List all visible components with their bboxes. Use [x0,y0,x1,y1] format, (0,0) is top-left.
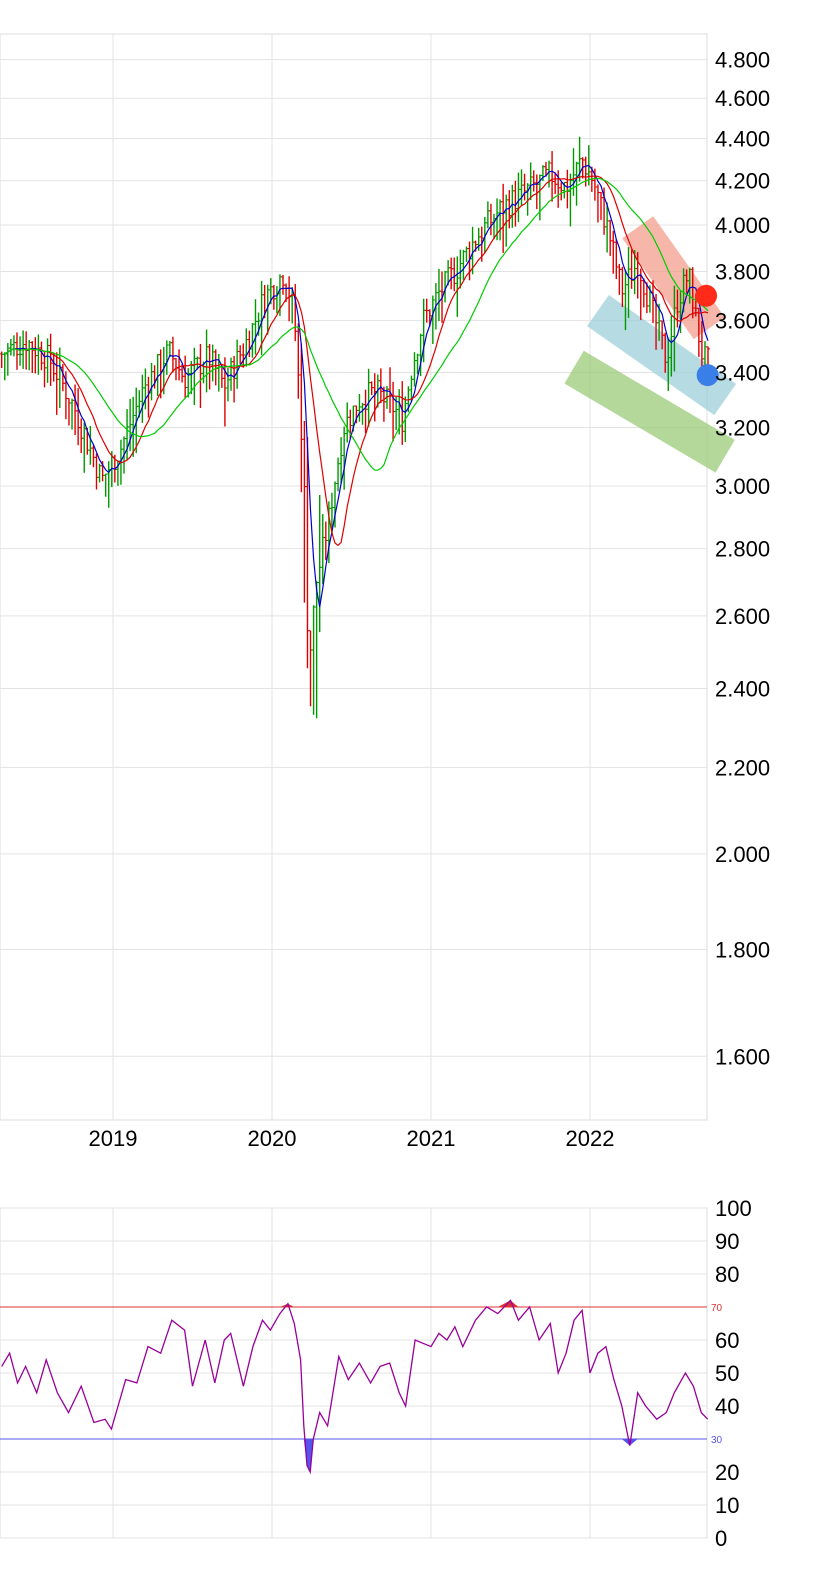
oscillator-series-line [1,1299,709,1475]
price-tick-label: 4.000 [715,213,770,238]
oscillator-extreme-fills [1,1300,708,1472]
oscillator-tick-label: 40 [715,1394,739,1419]
moving-average-line [1,175,709,547]
price-chart-panel: 4.800 4.600 4.400 4.200 4.000 3.800 3.600 3.400… [0,33,770,1151]
price-tick-label: 4.600 [715,86,770,111]
oscillator-gridlines [0,1207,708,1539]
oscillator-tick-label: 50 [715,1361,739,1386]
year-tick-label: 2020 [248,1126,297,1151]
year-tick-label: 2022 [566,1126,615,1151]
oscillator-bands: 70 30 [0,1303,723,1446]
price-plot-frame [0,33,708,1121]
price-marker-dot [696,364,719,387]
price-tick-label: 3.800 [715,260,770,285]
price-markers [695,284,719,387]
price-tick-label: 2.600 [715,604,770,629]
oscillator-tick-label: 20 [715,1460,739,1485]
oscillator-tick-label: 90 [715,1229,739,1254]
upper-band-label: 70 [711,1303,723,1314]
price-tick-label: 3.200 [715,415,770,440]
price-tick-label: 4.800 [715,48,770,73]
price-tick-label: 2.800 [715,537,770,562]
oscillator-tick-label: 100 [715,1196,752,1221]
oversold-fill [1,1439,708,1472]
price-tick-label: 1.800 [715,937,770,962]
price-tick-label: 4.200 [715,169,770,194]
price-tick-label: 3.400 [715,360,770,385]
year-tick-label: 2019 [89,1126,138,1151]
moving-averages [1,164,709,608]
price-tick-label: 2.200 [715,755,770,780]
price-tick-label: 3.600 [715,309,770,334]
moving-average-line [1,177,709,471]
moving-average-line [1,164,709,608]
price-tick-label: 4.400 [715,127,770,152]
price-tick-label: 2.000 [715,842,770,867]
time-x-axis: 2019 2020 2021 2022 [89,1126,615,1151]
price-tick-label: 3.000 [715,474,770,499]
oscillator-tick-label: 0 [715,1526,727,1551]
price-tick-label: 1.600 [715,1044,770,1069]
price-marker-dot [695,284,718,307]
trend-channel [622,216,725,340]
oscillator-tick-label: 60 [715,1328,739,1353]
price-y-axis: 4.800 4.600 4.400 4.200 4.000 3.800 3.600 3.400… [715,48,770,1070]
price-tick-label: 2.400 [715,676,770,701]
oscillator-line [1,1299,709,1475]
oscillator-tick-label: 80 [715,1262,739,1287]
oscillator-tick-label: 10 [715,1493,739,1518]
overbought-fill [1,1300,708,1307]
year-tick-label: 2021 [407,1126,456,1151]
price-gridlines [0,33,708,1121]
trend-channel [564,350,735,473]
lower-band-label: 30 [711,1435,723,1446]
